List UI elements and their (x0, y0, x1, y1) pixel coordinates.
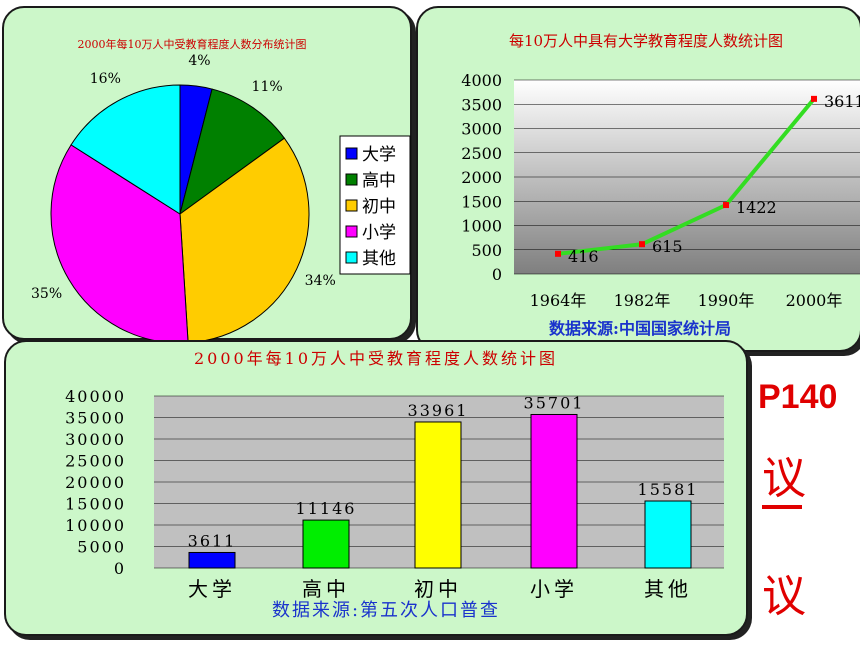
bar-3 (414, 421, 462, 569)
pie-slice-5 (70, 84, 181, 215)
bar-x-tick-label: 高中 (302, 577, 350, 601)
discuss-char-bottom: 议 (762, 571, 806, 622)
line-y-tick-label: 2000 (461, 168, 502, 187)
pie-legend-label: 其他 (362, 249, 396, 269)
bar-y-tick-label: 10000 (65, 516, 126, 535)
line-y-tick-label: 1500 (461, 192, 502, 211)
line-data-point (555, 250, 561, 257)
bar-y-tick-label: 20000 (65, 473, 126, 492)
line-x-tick-label: 1982年 (614, 291, 671, 310)
bar-y-tick-label: 35000 (65, 409, 126, 428)
line-chart-panel: 每10万人中具有大学教育程度人数统计图 0 500 1000 1500 2000 2500… (416, 6, 860, 352)
bar-4 (530, 413, 578, 569)
line-data-label: 1422 (736, 198, 777, 217)
pie-chart-panel: 2000年每10万人中受教育程度人数分布统计图 4% 11% 34% 35% 16% 大… (2, 6, 412, 344)
pie-slice-3 (179, 137, 310, 344)
bar-data-label: 33961 (408, 401, 469, 420)
bar-1 (188, 551, 236, 569)
line-data-point (639, 241, 645, 248)
line-data-point (723, 202, 729, 209)
line-data-label: 3611 (824, 92, 860, 111)
bar-y-tick-label: 40000 (65, 387, 126, 406)
pie-legend-swatch (345, 173, 358, 186)
pie-value-label: 11% (252, 79, 283, 95)
bar-data-label: 35701 (524, 393, 585, 412)
pie-value-label: 35% (31, 286, 62, 302)
line-x-tick-label: 2000年 (786, 291, 843, 310)
line-y-tick-label: 500 (471, 241, 502, 260)
bar-chart-panel: 2000年每10万人中受教育程度人数统计图 0 5000 10000 15000 200… (4, 340, 748, 636)
line-x-tick-label: 1964年 (530, 291, 587, 310)
pie-legend-label: 小学 (362, 223, 396, 243)
pie-legend-swatch (345, 251, 358, 264)
pie-value-label: 16% (90, 71, 121, 87)
pie-value-label: 34% (305, 273, 336, 289)
line-chart-title: 每10万人中具有大学教育程度人数统计图 (509, 32, 783, 50)
bar-data-label: 15581 (638, 480, 699, 499)
line-series (557, 97, 816, 256)
line-y-tick-label: 1000 (461, 217, 502, 236)
bar-y-tick-label: 5000 (77, 538, 126, 557)
line-data-label: 416 (568, 247, 599, 266)
line-y-tick-label: 3500 (461, 95, 502, 114)
pie-chart: 2000年每10万人中受教育程度人数分布统计图 4% 11% 34% 35% 16% 大… (31, 37, 411, 344)
line-data-point (811, 95, 817, 102)
bar-x-tick-label: 初中 (414, 577, 462, 601)
pie-legend-swatch (345, 199, 358, 212)
bar-2 (302, 519, 350, 569)
discuss-char-middle-dash (762, 505, 802, 509)
bar-chart: 2000年每10万人中受教育程度人数统计图 0 5000 10000 15000 200… (65, 349, 724, 621)
line-x-tick-label: 1990年 (698, 291, 755, 310)
line-y-tick-label: 3000 (461, 120, 502, 139)
bar-x-tick-label: 其他 (644, 577, 692, 601)
bar-x-tick-label: 大学 (188, 577, 236, 601)
pie-value-label: 4% (188, 53, 210, 69)
bar-y-tick-label: 30000 (65, 430, 126, 449)
pie-legend-label: 初中 (362, 197, 396, 217)
pie-legend-swatch (345, 147, 358, 160)
bar-y-tick-label: 15000 (65, 495, 126, 514)
pie-legend-label: 大学 (362, 145, 396, 165)
line-y-tick-label: 0 (492, 265, 502, 284)
pie-legend-label: 高中 (362, 171, 396, 191)
bar-5 (644, 500, 692, 569)
bar-data-label: 3611 (188, 531, 237, 550)
line-chart-source: 数据来源:中国国家统计局 (549, 319, 731, 338)
line-y-tick-label: 4000 (461, 71, 502, 90)
bar-data-label: 11146 (296, 499, 357, 518)
pie-chart-title: 2000年每10万人中受教育程度人数分布统计图 (78, 37, 307, 51)
pie-legend-swatch (345, 225, 358, 238)
bar-y-tick-label: 0 (114, 559, 126, 578)
line-y-tick-label: 2500 (461, 144, 502, 163)
bar-chart-title: 2000年每10万人中受教育程度人数统计图 (194, 349, 558, 368)
bar-chart-source: 数据来源:第五次人口普查 (272, 600, 500, 621)
line-data-label: 615 (652, 237, 683, 256)
bar-y-tick-label: 25000 (65, 452, 126, 471)
bar-x-tick-label: 小学 (530, 577, 578, 601)
page-reference: P140 (758, 378, 838, 416)
pie-slice-2 (179, 88, 286, 216)
line-chart: 每10万人中具有大学教育程度人数统计图 0 500 1000 1500 2000 2500… (461, 32, 860, 338)
discuss-char-top: 议 (762, 453, 806, 504)
